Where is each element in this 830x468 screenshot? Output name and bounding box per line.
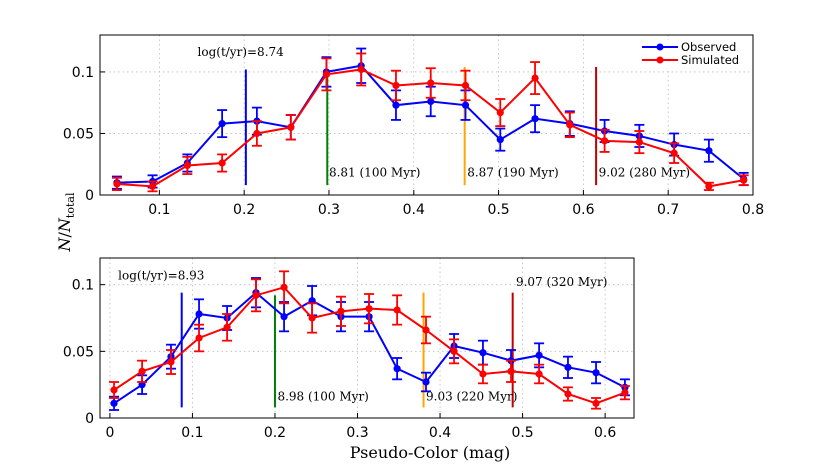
axes-frame	[99, 34, 754, 196]
data-point	[496, 108, 504, 117]
y-tick-label: 0.05	[63, 126, 94, 142]
data-point	[113, 180, 121, 188]
x-tick-label: 0.2	[264, 425, 286, 441]
x-tick-label: 0.6	[572, 202, 594, 218]
data-point	[223, 323, 231, 331]
data-point	[705, 182, 713, 190]
annotation: 9.02 (280 Myr)	[599, 166, 690, 180]
data-point	[564, 390, 572, 398]
x-tick-label: 0.4	[429, 425, 451, 441]
data-point	[635, 138, 643, 146]
annotation: log(t/yr)=8.74	[198, 45, 285, 59]
data-point	[496, 136, 504, 144]
x-tick-label: 0.3	[318, 202, 340, 218]
data-point	[110, 399, 118, 407]
data-point	[148, 182, 157, 190]
data-point	[392, 81, 400, 90]
data-point	[218, 120, 226, 128]
data-point	[740, 176, 748, 184]
x-axis-label: Pseudo-Color (mag)	[350, 443, 510, 462]
data-point	[600, 137, 609, 145]
x-tick-label: 0	[105, 425, 114, 441]
data-point	[564, 363, 572, 371]
data-point	[365, 305, 373, 313]
data-point	[427, 97, 435, 106]
data-point	[393, 365, 401, 373]
y-tick-label: 0.1	[72, 278, 94, 294]
y-tick-label: 0.05	[63, 344, 94, 360]
x-tick-label: 0.3	[346, 425, 368, 441]
data-point	[531, 74, 539, 82]
data-point	[280, 313, 288, 321]
data-point	[427, 79, 435, 87]
data-point	[507, 367, 515, 375]
data-point	[195, 310, 203, 318]
data-point	[566, 121, 574, 129]
data-point	[138, 367, 146, 375]
annotation: log(t/yr)=8.93	[118, 268, 204, 282]
top-panel: 0.1 0.2 0.3 0.4 0.5 0.6 0.7 0.8 0 0.05 0.1 log(t/yr…	[63, 34, 764, 218]
legend-simulated-marker	[656, 56, 664, 64]
x-tick-label: 0.1	[148, 202, 170, 218]
data-point	[218, 159, 226, 167]
x-tick-label: 0.6	[594, 425, 616, 441]
legend: Observed Simulated	[640, 40, 752, 68]
data-point	[592, 399, 600, 407]
data-point	[357, 65, 365, 74]
bottom-panel: 0 0.1 0.2 0.3 0.4 0.5 0.6 0 0.05 0.1 log(t/yr)=8.9…	[63, 257, 635, 441]
y-tick-label: 0	[85, 188, 94, 204]
data-point	[183, 161, 191, 170]
legend-observed-marker	[656, 43, 664, 51]
y-tick-label: 0	[85, 411, 94, 427]
data-point	[110, 386, 118, 394]
legend-observed-label: Observed	[681, 40, 736, 54]
data-point	[705, 147, 713, 155]
data-point	[322, 70, 331, 78]
data-point	[253, 129, 261, 138]
x-tick-label: 0.1	[181, 425, 203, 441]
annotation: 9.03 (220 Myr)	[426, 390, 517, 404]
y-tick-label: 0.1	[72, 65, 94, 81]
annotation: 8.87 (190 Myr)	[467, 166, 558, 180]
annotation: 8.98 (100 Myr)	[277, 390, 368, 404]
data-point	[461, 101, 470, 109]
x-tick-label: 0.5	[487, 202, 509, 218]
data-point	[535, 351, 543, 359]
x-tick-label: 0.8	[742, 202, 764, 218]
data-point	[535, 370, 543, 378]
data-point	[337, 307, 345, 315]
data-point	[479, 349, 487, 357]
data-point	[531, 115, 539, 123]
data-point	[592, 369, 600, 377]
data-point	[287, 123, 295, 131]
x-tick-label: 0.4	[403, 202, 425, 218]
data-point	[422, 378, 430, 386]
data-point	[422, 326, 430, 334]
legend-simulated-label: Simulated	[681, 53, 739, 67]
data-point	[479, 370, 487, 378]
data-point	[252, 291, 260, 299]
annotation: 9.07 (320 Myr)	[516, 275, 607, 289]
data-point	[621, 389, 629, 397]
data-point	[280, 283, 288, 291]
x-tick-label: 0.7	[657, 202, 679, 218]
data-point	[393, 306, 401, 314]
data-point	[450, 347, 458, 355]
x-tick-label: 0.2	[233, 202, 255, 218]
data-point	[167, 358, 175, 366]
annotation: 8.81 (100 Myr)	[329, 166, 420, 180]
data-point	[670, 149, 678, 157]
data-point	[461, 81, 470, 90]
x-tick-label: 0.5	[511, 425, 533, 441]
y-axis-label: N/Ntotal	[55, 192, 77, 252]
data-point	[308, 314, 316, 322]
axes-frame	[99, 257, 635, 419]
data-point	[195, 334, 203, 342]
data-point	[392, 101, 400, 109]
